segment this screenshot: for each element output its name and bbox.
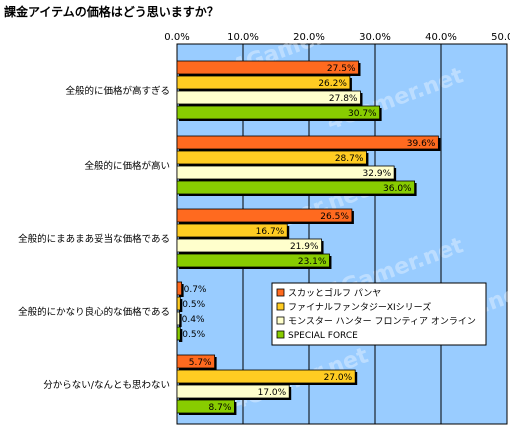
bar bbox=[176, 384, 290, 399]
category-label: 全般的に価格が高い bbox=[84, 160, 170, 172]
bar bbox=[176, 180, 416, 195]
data-label: 32.9% bbox=[363, 169, 392, 179]
legend-swatch bbox=[276, 288, 285, 297]
x-tick-label: 0.0% bbox=[164, 32, 189, 43]
data-label: 30.7% bbox=[348, 109, 377, 119]
data-label: 0.5% bbox=[182, 330, 205, 340]
data-label: 8.7% bbox=[209, 403, 232, 413]
bar bbox=[176, 208, 353, 223]
x-tick-label: 30.0% bbox=[359, 32, 391, 43]
data-label: 0.7% bbox=[184, 285, 207, 295]
bar bbox=[176, 90, 361, 105]
category-label: 全般的にまあまあ妥当な価格である bbox=[18, 233, 170, 245]
data-label: 26.5% bbox=[320, 212, 349, 222]
data-label: 28.7% bbox=[335, 154, 364, 164]
data-label: 0.5% bbox=[182, 300, 205, 310]
bar-shadow bbox=[179, 314, 182, 327]
bar bbox=[176, 238, 322, 253]
bar bbox=[176, 165, 395, 180]
x-tick-label: 40.0% bbox=[425, 32, 457, 43]
bar bbox=[176, 75, 351, 90]
chart-title: 課金アイテムの価格はどう思いますか？ bbox=[4, 5, 219, 19]
data-label: 39.6% bbox=[407, 139, 436, 149]
data-label: 5.7% bbox=[189, 358, 212, 368]
category-label: 分からない/なんとも思わない bbox=[43, 380, 170, 391]
bar bbox=[176, 369, 356, 384]
data-label: 26.2% bbox=[318, 79, 347, 89]
x-tick-label: 10.0% bbox=[227, 32, 259, 43]
bar bbox=[176, 223, 288, 238]
bar bbox=[176, 253, 330, 268]
bar bbox=[176, 354, 216, 369]
legend-box bbox=[271, 282, 487, 346]
data-label: 27.0% bbox=[324, 373, 353, 383]
data-label: 17.0% bbox=[258, 388, 287, 398]
x-tick-label: 20.0% bbox=[293, 32, 325, 43]
bar bbox=[176, 311, 181, 326]
data-label: 16.7% bbox=[256, 227, 285, 237]
data-label: 36.0% bbox=[383, 184, 412, 194]
bar bbox=[176, 281, 183, 296]
data-label: 27.5% bbox=[327, 64, 356, 74]
legend-swatch bbox=[276, 316, 285, 325]
legend-label: スカッとゴルフ パンヤ bbox=[288, 287, 381, 299]
data-label: 0.4% bbox=[182, 315, 205, 325]
legend-label: モンスター ハンター フロンティア オンライン bbox=[288, 316, 476, 327]
x-tick-label: 50.0% bbox=[491, 32, 510, 43]
bar bbox=[176, 399, 235, 414]
category-label: 全般的に価格が高すぎる bbox=[65, 85, 170, 97]
legend-label: SPECIAL FORCE bbox=[288, 331, 358, 341]
legend-swatch bbox=[276, 330, 285, 339]
data-label: 21.9% bbox=[290, 242, 319, 252]
bar bbox=[176, 60, 359, 75]
data-label: 23.1% bbox=[298, 257, 327, 267]
legend-swatch bbox=[276, 302, 285, 311]
bar bbox=[176, 150, 367, 165]
category-label: 全般的にかなり良心的な価格である bbox=[18, 306, 170, 318]
data-label: 27.8% bbox=[329, 94, 358, 104]
bar bbox=[176, 296, 181, 311]
bar bbox=[176, 326, 181, 341]
legend-label: ファイナルファンタジーXIシリーズ bbox=[288, 301, 431, 313]
bar bbox=[176, 105, 381, 120]
bar bbox=[176, 135, 439, 150]
